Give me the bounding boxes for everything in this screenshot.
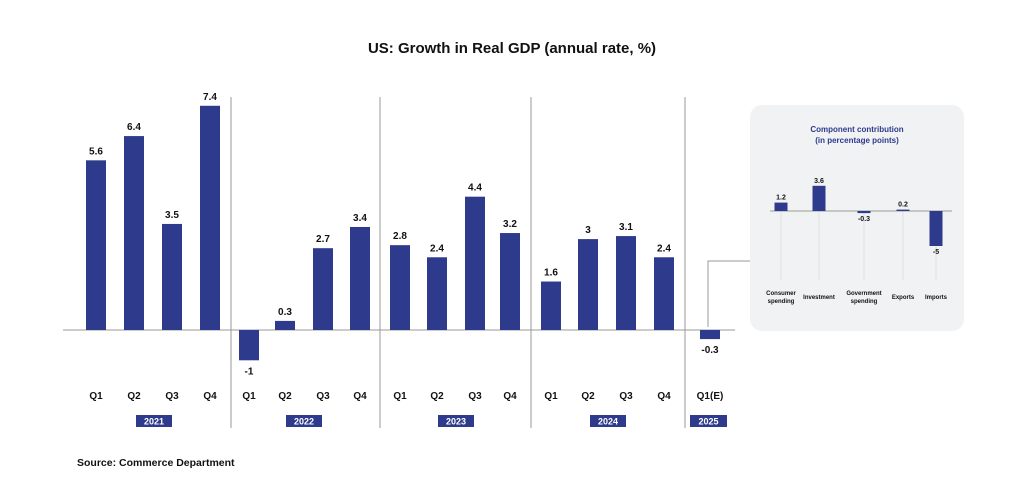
inset-category-label: spending [768, 299, 795, 305]
inset-value-label: 0.2 [898, 202, 908, 209]
quarter-label: Q1 [544, 391, 558, 402]
bar-2022-q3 [313, 248, 333, 330]
quarter-label: Q3 [468, 391, 482, 402]
quarter-label: Q2 [581, 391, 595, 402]
inset-category-label: spending [851, 299, 878, 305]
inset-value-label: 3.6 [814, 178, 824, 185]
year-badge-2025 [690, 415, 727, 427]
bar-2023-q4 [500, 233, 520, 330]
inset-title: Component contribution [810, 125, 903, 134]
value-label: 4.4 [468, 183, 482, 194]
value-label: -1 [245, 366, 254, 377]
inset-panel [750, 105, 964, 331]
value-label: 3.2 [503, 219, 517, 230]
inset-bar-investment [812, 185, 826, 211]
bar-2022-q1 [239, 330, 259, 361]
bar-2024-q1 [541, 281, 561, 330]
year-label: 2025 [698, 417, 718, 427]
bar-2021-q3 [162, 223, 182, 330]
value-label: 3.4 [353, 213, 367, 224]
year-label: 2023 [446, 417, 466, 427]
year-label: 2021 [144, 417, 164, 427]
chart-title: US: Growth in Real GDP (annual rate, %) [368, 40, 656, 57]
inset-bar-imports [929, 211, 943, 246]
inset-category-label: Government [846, 291, 881, 297]
value-label: 1.6 [544, 268, 558, 279]
inset-category-label: Exports [892, 295, 915, 301]
value-label: 2.4 [657, 243, 671, 254]
inset-bar-government-spending [857, 211, 871, 214]
bar-2021-q2 [124, 136, 144, 330]
year-badge-2021 [136, 415, 172, 427]
inset-bar-exports [896, 209, 910, 211]
value-label: 0.3 [278, 307, 292, 318]
value-label: 2.4 [430, 243, 444, 254]
bar-2022-q4 [350, 226, 370, 330]
quarter-label: Q4 [657, 391, 671, 402]
inset-value-label: -0.3 [858, 216, 870, 223]
component-inset: Component contribution (in percentage poi… [750, 105, 964, 331]
value-label: 2.8 [393, 231, 407, 242]
bar-2025-q1e [700, 330, 720, 340]
bar-2023-q2 [427, 257, 447, 330]
inset-connector [707, 260, 752, 327]
year-badge-2024 [590, 415, 626, 427]
inset-category-label: Investment [803, 295, 835, 301]
year-badge-2023 [438, 415, 474, 427]
quarter-label: Q4 [353, 391, 367, 402]
inset-category-label: Imports [925, 295, 948, 301]
quarter-label: Q2 [430, 391, 444, 402]
inset-category-label: Consumer [766, 291, 796, 297]
bar-2021-q1 [86, 160, 106, 330]
value-label: 7.4 [203, 92, 217, 103]
value-label: 3 [585, 225, 591, 236]
quarter-label: Q2 [127, 391, 141, 402]
quarter-label: Q3 [316, 391, 330, 402]
source-note: Source: Commerce Department [77, 457, 235, 469]
bar-2024-q3 [616, 236, 636, 330]
bar-2021-q4 [200, 105, 220, 330]
bar-2023-q3 [465, 196, 485, 330]
inset-subtitle: (in percentage points) [815, 136, 899, 145]
bar-2024-q4 [654, 257, 674, 330]
quarter-label: Q4 [203, 391, 217, 402]
inset-value-label: -5 [933, 249, 939, 256]
value-label: 5.6 [89, 146, 103, 157]
value-label: 2.7 [316, 234, 330, 245]
quarter-label: Q3 [165, 391, 179, 402]
year-badge-2022 [286, 415, 322, 427]
bar-2023-q1 [390, 245, 410, 330]
quarter-label: Q3 [619, 391, 633, 402]
quarter-label: Q1(E) [697, 391, 724, 402]
bar-2024-q2 [578, 239, 598, 330]
value-label: 3.5 [165, 210, 179, 221]
quarter-label: Q2 [278, 391, 292, 402]
bar-2022-q2 [275, 320, 295, 330]
main-plot: 5.6 Q1 6.4 Q2 3.5 Q3 7.4 Q4 2021 -1 Q1 0.3 Q2 2.7 Q3 3.… [63, 92, 752, 428]
year-label: 2022 [294, 417, 314, 427]
quarter-label: Q1 [242, 391, 256, 402]
quarter-label: Q1 [89, 391, 103, 402]
quarter-label: Q1 [393, 391, 407, 402]
inset-value-label: 1.2 [776, 195, 786, 202]
value-label: 3.1 [619, 222, 633, 233]
quarter-label: Q4 [503, 391, 517, 402]
value-label: 6.4 [127, 122, 141, 133]
year-label: 2024 [598, 417, 618, 427]
inset-bar-consumer-spending [774, 202, 788, 211]
value-label: -0.3 [701, 345, 719, 356]
